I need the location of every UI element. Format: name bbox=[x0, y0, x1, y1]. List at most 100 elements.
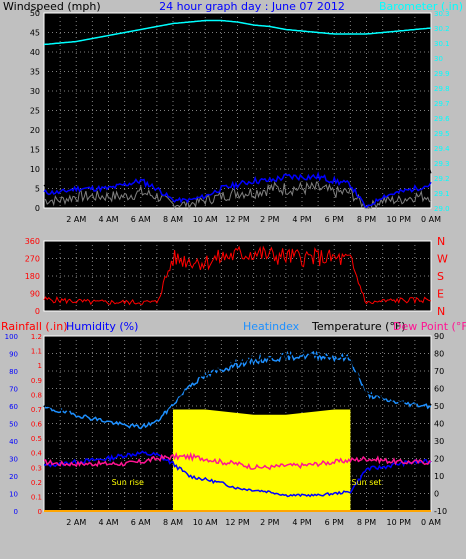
rainfall-tick-label: 0.1 bbox=[31, 493, 42, 501]
barometer-axis-label: Barometer (.in) bbox=[379, 0, 463, 13]
x-axis-tick-label: 8 AM bbox=[163, 518, 183, 527]
humidity-tick-label: 60 bbox=[9, 403, 18, 411]
rainfall-tick-label: 0.8 bbox=[31, 391, 42, 399]
x-axis-tick-label: 8 PM bbox=[357, 215, 376, 224]
x-axis-tick-label: 8 AM bbox=[163, 215, 183, 224]
rainfall-tick-label: 0.7 bbox=[31, 406, 42, 414]
direction-tick-label: 180 bbox=[25, 272, 40, 281]
rainfall-tick-label: 0 bbox=[38, 508, 42, 516]
barometer-tick-label: 29.5 bbox=[434, 130, 450, 138]
humidity-tick-label: 0 bbox=[14, 508, 18, 516]
temperature-tick-label: 30 bbox=[434, 437, 444, 446]
barometer-tick-label: 29.1 bbox=[434, 190, 450, 198]
humidity-tick-label: 30 bbox=[9, 456, 18, 464]
x-axis-tick-label: 6 PM bbox=[325, 215, 344, 224]
barometer-tick-label: 29.9 bbox=[434, 70, 450, 78]
windspeed-tick-label: 35 bbox=[30, 68, 40, 77]
windspeed-tick-label: 20 bbox=[30, 126, 40, 135]
humidity-tick-label: 100 bbox=[5, 333, 18, 341]
humidity-tick-label: 90 bbox=[9, 351, 18, 359]
barometer-tick-label: 29.6 bbox=[434, 115, 450, 123]
x-axis-tick-label: 10 AM bbox=[193, 518, 218, 527]
temperature-series bbox=[43, 350, 432, 423]
solar-radiation-area bbox=[173, 409, 351, 511]
sunset-annotation: Sun set bbox=[352, 478, 382, 487]
heatindex-legend-label: Heatindex bbox=[243, 320, 300, 333]
x-axis-tick-label: 0 AM bbox=[421, 518, 441, 527]
windspeed-tick-label: 10 bbox=[30, 165, 40, 174]
compass-direction-label: N bbox=[437, 305, 445, 318]
direction-tick-label: 0 bbox=[35, 307, 40, 316]
temperature-tick-label: 10 bbox=[434, 472, 444, 481]
temperature-tick-label: 80 bbox=[434, 350, 444, 359]
temperature-legend-label: Temperature (°F) bbox=[311, 320, 406, 333]
barometer-tick-label: 29.2 bbox=[434, 175, 450, 183]
rainfall-tick-label: 0.6 bbox=[31, 421, 43, 429]
compass-direction-label: S bbox=[437, 270, 444, 283]
rainfall-tick-label: 0.9 bbox=[31, 377, 42, 385]
rainfall-tick-label: 0.5 bbox=[31, 435, 42, 443]
compass-direction-label: N bbox=[437, 235, 445, 248]
x-axis-tick-label: 12 PM bbox=[225, 215, 250, 224]
barometer-tick-label: 30 bbox=[434, 55, 443, 63]
humidity-series bbox=[43, 450, 432, 498]
windspeed-tick-label: 40 bbox=[30, 48, 40, 57]
direction-tick-label: 90 bbox=[30, 290, 40, 299]
windspeed-tick-label: 25 bbox=[30, 107, 40, 116]
x-axis-tick-label: 10 PM bbox=[387, 215, 412, 224]
x-axis-tick-label: 10 PM bbox=[387, 518, 412, 527]
windspeed-tick-label: 50 bbox=[30, 9, 40, 18]
barometer-series bbox=[43, 19, 432, 46]
wind-speed-series bbox=[43, 171, 432, 209]
temperature-tick-label: 0 bbox=[434, 490, 439, 499]
humidity-axis-label: Humidity (%) bbox=[66, 320, 138, 333]
x-axis-tick-label: 2 PM bbox=[260, 518, 279, 527]
compass-direction-label: W bbox=[437, 253, 448, 266]
x-axis-tick-label: 2 PM bbox=[260, 215, 279, 224]
dewpoint-series bbox=[44, 451, 432, 471]
dewpoint-legend-label: Dew Point (°F) bbox=[393, 320, 466, 333]
x-axis-tick-label: 6 AM bbox=[131, 215, 151, 224]
direction-tick-label: 360 bbox=[25, 237, 40, 246]
rainfall-tick-label: 1.1 bbox=[31, 348, 42, 356]
rainfall-tick-label: 1.2 bbox=[31, 333, 42, 341]
windspeed-tick-label: 15 bbox=[30, 146, 40, 155]
windspeed-axis-label: Windspeed (mph) bbox=[3, 0, 101, 13]
barometer-tick-label: 30.3 bbox=[434, 10, 450, 18]
humidity-tick-label: 80 bbox=[9, 368, 18, 376]
sunrise-annotation: Sun rise bbox=[112, 478, 144, 487]
temperature-tick-label: -10 bbox=[434, 507, 447, 516]
temperature-tick-label: 90 bbox=[434, 332, 444, 341]
x-axis-tick-label: 12 PM bbox=[225, 518, 250, 527]
temperature-tick-label: 40 bbox=[434, 420, 444, 429]
rainfall-tick-label: 1 bbox=[38, 362, 42, 370]
x-axis-tick-label: 2 AM bbox=[66, 215, 86, 224]
direction-tick-label: 270 bbox=[25, 255, 40, 264]
x-axis-tick-label: 10 AM bbox=[193, 215, 218, 224]
rainfall-tick-label: 0.4 bbox=[31, 450, 43, 458]
x-axis-tick-label: 2 AM bbox=[66, 518, 86, 527]
chart-layer: 0510152025303540455029.029.129.229.329.4… bbox=[5, 9, 451, 527]
rainfall-tick-label: 0.3 bbox=[31, 464, 42, 472]
barometer-tick-label: 29.0 bbox=[434, 205, 450, 213]
temperature-tick-label: 70 bbox=[434, 367, 444, 376]
humidity-tick-label: 40 bbox=[9, 438, 18, 446]
barometer-tick-label: 29.8 bbox=[434, 85, 450, 93]
windspeed-tick-label: 5 bbox=[35, 185, 40, 194]
x-axis-tick-label: 6 AM bbox=[131, 518, 151, 527]
barometer-tick-label: 29.4 bbox=[434, 145, 450, 153]
barometer-tick-label: 29.3 bbox=[434, 160, 450, 168]
temperature-tick-label: 60 bbox=[434, 385, 444, 394]
x-axis-tick-label: 4 PM bbox=[292, 215, 311, 224]
temperature-tick-label: 50 bbox=[434, 402, 444, 411]
humidity-tick-label: 70 bbox=[9, 386, 18, 394]
windspeed-tick-label: 0 bbox=[35, 204, 40, 213]
humidity-tick-label: 10 bbox=[9, 491, 18, 499]
wind-gust-series bbox=[43, 120, 432, 209]
rainfall-axis-label: Rainfall (.in) bbox=[1, 320, 68, 333]
humidity-tick-label: 20 bbox=[9, 473, 18, 481]
windspeed-tick-label: 45 bbox=[30, 29, 40, 38]
x-axis-tick-label: 4 AM bbox=[98, 518, 118, 527]
compass-direction-label: E bbox=[437, 288, 444, 301]
chart-title: 24 hour graph day : June 07 2012 bbox=[159, 0, 345, 13]
